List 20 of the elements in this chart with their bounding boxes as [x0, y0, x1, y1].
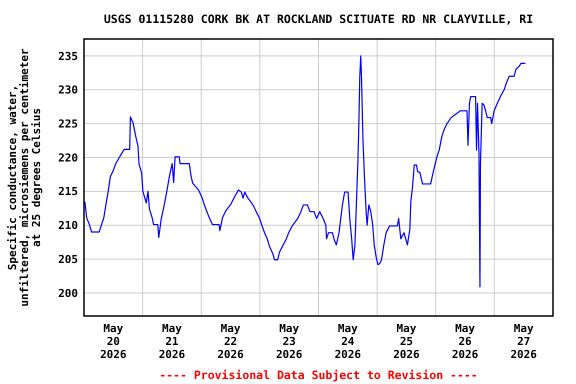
x-tick-label: May 22 2026 — [217, 322, 244, 361]
y-axis-title: Specific conductance, water, unfiltered, microsiemens per centimeter at 25 degrees Celsius — [6, 48, 43, 307]
x-tick-label: May 27 2026 — [510, 322, 538, 361]
x-tick-label: May 26 2026 — [452, 322, 479, 361]
y-tick-label: 200 — [58, 286, 78, 300]
x-tick-label: May 24 2026 — [334, 322, 362, 361]
y-tick-label: 230 — [58, 84, 78, 97]
x-tick-label: May 20 2026 — [100, 322, 127, 361]
x-tick-label: May 21 2026 — [158, 322, 186, 361]
text: ---- Provisional Data Subject to Revision ---- — [159, 368, 478, 382]
line-series — [84, 55, 526, 288]
y-tick-label: 225 — [58, 118, 78, 131]
y-tick-label: 235 — [58, 50, 78, 63]
y-tick-label: 220 — [58, 151, 78, 164]
y-tick-label: 205 — [58, 252, 78, 266]
y-tick-label: 215 — [58, 185, 78, 198]
chart-title: USGS 01115280 CORK BK AT ROCKLAND SCITUATE RD NR CLAYVILLE, RI — [104, 12, 534, 26]
x-tick-label: May 23 2026 — [276, 322, 303, 361]
y-tick-label: 210 — [58, 219, 78, 232]
x-tick-label: May 25 2026 — [393, 322, 420, 361]
